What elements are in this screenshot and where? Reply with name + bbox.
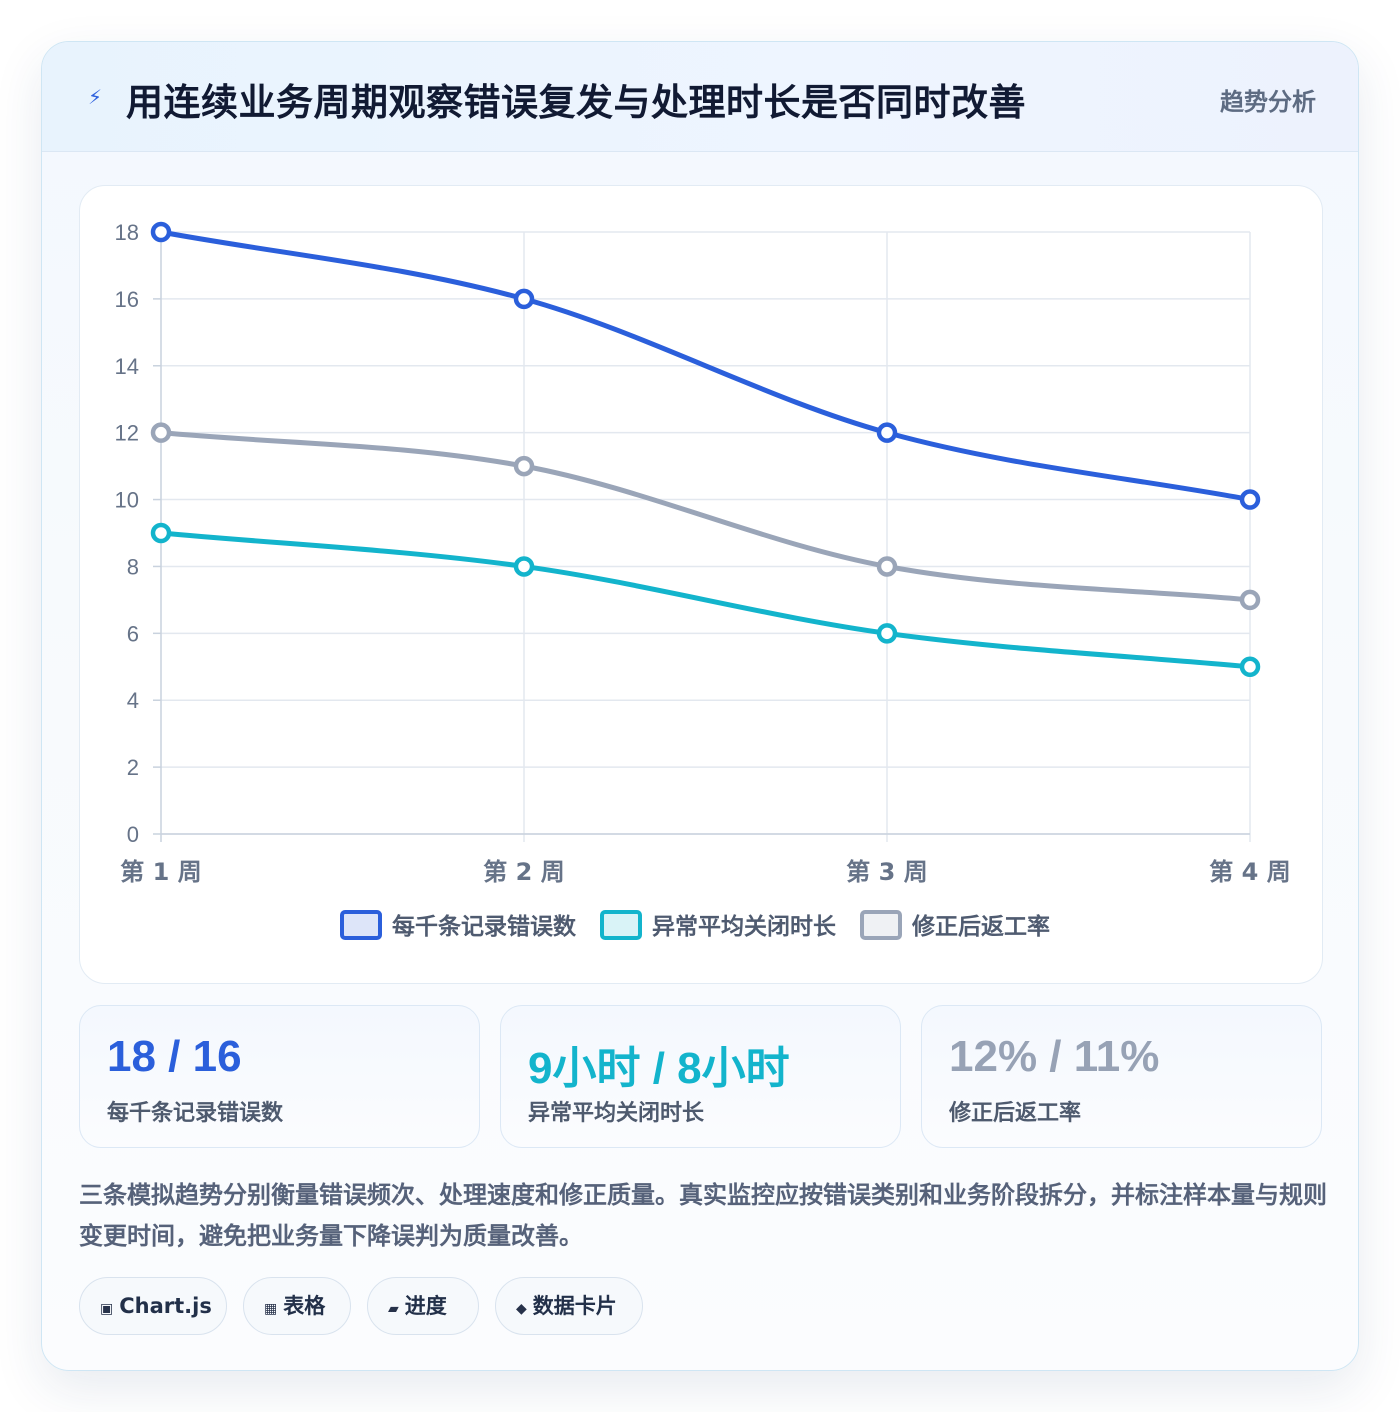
stat-card-rework: 12% / 11% 修正后返工率 <box>921 1005 1322 1148</box>
table-icon: ▦ <box>264 1301 278 1317</box>
data-point <box>513 455 535 477</box>
y-tick-label: 6 <box>127 621 139 646</box>
series-line <box>158 530 1253 670</box>
y-tick-label: 18 <box>115 220 139 245</box>
stat-label: 异常平均关闭时长 <box>528 1101 705 1126</box>
data-point <box>876 556 898 577</box>
chart-panel: 0 2 4 6 8 10 12 14 16 18 第 1 周 第 2 周 第 3 周 第 4 周每千条记录… <box>79 185 1323 984</box>
data-point <box>150 221 172 243</box>
legend-swatch <box>600 910 642 940</box>
x-tick-label: 第 3 周 <box>846 858 927 886</box>
trend-card: ⚡ 用连续业务周期观察错误复发与处理时长是否同时改善 趋势分析 0 2 4 6 8 10 1… <box>41 41 1359 1371</box>
series-line <box>158 430 1253 603</box>
stat-value: 18 / 16 <box>107 1032 242 1081</box>
square-icon: ▣ <box>100 1301 114 1317</box>
x-tick-label: 第 4 周 <box>1209 858 1290 886</box>
legend-label: 修正后返工率 <box>911 913 1050 940</box>
chart-description: 三条模拟趋势分别衡量错误频次、处理速度和修正质量。真实监控应按错误类别和业务阶段… <box>79 1181 1327 1250</box>
legend-swatch <box>860 910 902 940</box>
x-tick-label: 第 2 周 <box>483 858 564 886</box>
stat-card-errors: 18 / 16 每千条记录错误数 <box>79 1005 480 1148</box>
data-point <box>513 556 535 577</box>
x-tick-label: 第 1 周 <box>120 858 201 886</box>
y-tick-label: 10 <box>115 488 139 513</box>
chip-label: 表格 <box>283 1294 326 1318</box>
chip-data-card[interactable]: ◆ 数据卡片 <box>495 1277 643 1335</box>
progress-icon: ▰ <box>388 1301 399 1317</box>
chip-table[interactable]: ▦ 表格 <box>243 1277 351 1335</box>
data-point <box>1239 489 1261 510</box>
y-tick-label: 2 <box>127 755 139 780</box>
legend-swatch <box>340 910 382 940</box>
stat-value: 12% / 11% <box>949 1032 1160 1081</box>
y-tick-label: 8 <box>127 554 139 579</box>
data-point <box>876 422 898 443</box>
chip-chartjs[interactable]: ▣ Chart.js <box>79 1277 227 1335</box>
stat-value: 9小时 / 8小时 <box>528 1044 790 1093</box>
line-chart: 0 2 4 6 8 10 12 14 16 18 第 1 周 第 2 周 第 3 周 第 4 周每千条记录… <box>115 220 1291 940</box>
card-header: ⚡ 用连续业务周期观察错误复发与处理时长是否同时改善 趋势分析 <box>42 42 1358 152</box>
data-point <box>513 288 535 310</box>
diamond-icon: ◆ <box>516 1301 527 1317</box>
data-point <box>1239 656 1261 678</box>
legend-label: 每千条记录错误数 <box>392 913 577 940</box>
y-tick-label: 4 <box>127 688 139 713</box>
y-tick-label: 12 <box>115 421 139 446</box>
data-point <box>150 422 172 443</box>
card-title: 用连续业务周期观察错误复发与处理时长是否同时改善 <box>126 81 1026 124</box>
chip-label: 数据卡片 <box>532 1294 617 1318</box>
stat-label: 修正后返工率 <box>949 1101 1082 1126</box>
header-tag: 趋势分析 <box>1220 88 1316 116</box>
chip-progress[interactable]: ▰ 进度 <box>367 1277 479 1335</box>
y-tick-label: 16 <box>115 287 139 312</box>
chip-label: Chart.js <box>119 1294 212 1318</box>
chip-label: 进度 <box>404 1294 447 1318</box>
y-tick-label: 14 <box>115 354 139 379</box>
stat-card-close-time: 9小时 / 8小时 异常平均关闭时长 <box>500 1005 901 1148</box>
data-point <box>1239 589 1261 611</box>
data-point <box>876 623 898 644</box>
data-point <box>150 522 172 544</box>
bolt-icon: ⚡ <box>87 85 103 109</box>
stat-label: 每千条记录错误数 <box>107 1101 284 1126</box>
series-line <box>158 229 1253 503</box>
legend-label: 异常平均关闭时长 <box>652 913 837 940</box>
y-tick-label: 0 <box>127 822 139 847</box>
